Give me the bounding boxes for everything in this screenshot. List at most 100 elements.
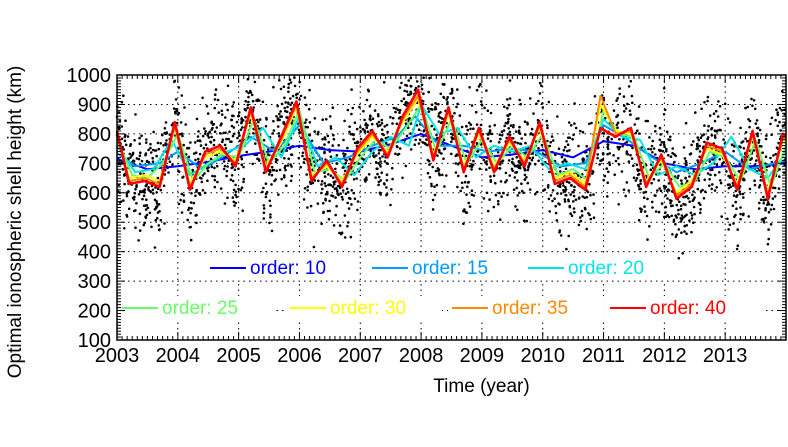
observation-point	[648, 136, 651, 139]
observation-point	[617, 203, 620, 206]
observation-point	[764, 207, 767, 210]
observation-point	[377, 152, 381, 155]
observation-point	[662, 141, 666, 144]
observation-point	[417, 142, 421, 145]
observation-point	[758, 128, 762, 132]
observation-point	[581, 195, 584, 198]
observation-point	[262, 217, 266, 220]
observation-point	[324, 197, 327, 201]
observation-point	[225, 169, 229, 173]
observation-point	[133, 209, 136, 213]
observation-point	[644, 119, 648, 123]
observation-point	[504, 171, 508, 175]
observation-point	[369, 115, 372, 119]
observation-point	[305, 173, 309, 176]
observation-point	[472, 127, 475, 130]
observation-point	[344, 192, 348, 195]
observation-point	[646, 197, 649, 201]
observation-point	[638, 132, 641, 135]
observation-point	[672, 220, 676, 223]
observation-point	[697, 179, 701, 182]
observation-point	[331, 144, 335, 147]
observation-point	[213, 98, 217, 101]
observation-point	[565, 180, 569, 184]
observation-point	[268, 199, 272, 203]
observation-point	[232, 126, 236, 129]
observation-point	[298, 98, 301, 101]
observation-point	[499, 180, 503, 183]
observation-point	[589, 217, 593, 221]
observation-point	[380, 118, 384, 122]
observation-point	[748, 119, 752, 123]
observation-point	[391, 177, 394, 181]
observation-point	[425, 138, 428, 141]
observation-point	[230, 124, 234, 128]
observation-point	[581, 130, 585, 134]
observation-point	[420, 83, 424, 87]
observation-point	[739, 126, 742, 130]
observation-point	[654, 130, 657, 133]
observation-point	[547, 197, 551, 201]
observation-point	[463, 180, 467, 184]
observation-point	[144, 153, 147, 157]
observation-point	[327, 217, 331, 221]
observation-point	[780, 89, 784, 93]
observation-point	[765, 134, 768, 137]
observation-point	[464, 211, 468, 214]
observation-point	[497, 141, 501, 144]
observation-point	[434, 105, 437, 109]
observation-point	[665, 189, 669, 192]
observation-point	[442, 138, 446, 141]
observation-point	[500, 130, 504, 133]
observation-point	[490, 132, 494, 136]
observation-point	[516, 165, 520, 168]
observation-point	[648, 225, 651, 228]
observation-point	[214, 88, 218, 91]
observation-point	[264, 182, 268, 185]
tick-marks	[116, 74, 787, 341]
observation-point	[244, 99, 247, 103]
observation-point	[468, 86, 471, 89]
observation-point	[122, 94, 125, 97]
observation-point	[580, 209, 584, 213]
observation-point	[177, 111, 181, 115]
observation-point	[343, 169, 347, 173]
observation-point	[775, 146, 779, 149]
observation-point	[747, 215, 750, 218]
observation-point	[153, 246, 157, 249]
observation-point	[394, 107, 398, 110]
observation-point	[398, 108, 402, 112]
observation-point	[661, 149, 665, 153]
observation-point	[196, 135, 200, 138]
observation-point	[720, 163, 724, 166]
observation-point	[232, 200, 236, 204]
observation-point	[533, 162, 537, 166]
observation-point	[278, 112, 281, 116]
observation-point	[293, 84, 297, 88]
observation-point	[219, 187, 223, 190]
observation-point	[262, 138, 266, 142]
observation-point	[461, 186, 464, 190]
observation-point	[149, 190, 153, 194]
observation-point	[376, 124, 380, 128]
observation-point	[226, 108, 229, 112]
observation-point	[606, 147, 610, 151]
observation-point	[682, 216, 685, 219]
observation-point	[377, 162, 380, 165]
observation-point	[662, 143, 666, 146]
observation-point	[489, 111, 493, 115]
observation-point	[645, 214, 649, 218]
observation-point	[195, 221, 198, 225]
observation-point	[221, 138, 225, 141]
observation-point	[531, 152, 535, 155]
observation-point	[757, 141, 760, 144]
observation-point	[513, 140, 517, 144]
observation-point	[329, 183, 333, 187]
observation-point	[289, 179, 293, 183]
observation-point	[283, 96, 286, 100]
observation-point	[697, 201, 701, 205]
observation-point	[131, 160, 134, 163]
observation-point	[242, 180, 245, 184]
observation-point	[605, 167, 608, 170]
observation-point	[489, 175, 492, 178]
